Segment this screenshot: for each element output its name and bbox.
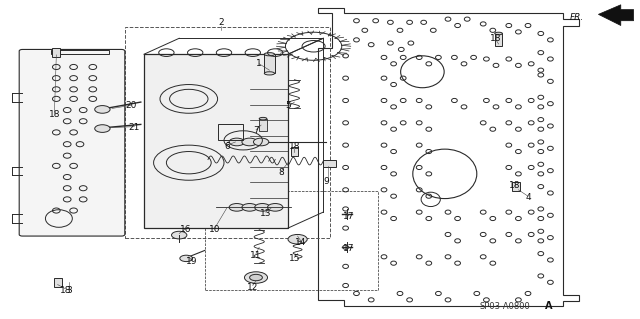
Bar bbox=[205, 191, 378, 290]
Circle shape bbox=[242, 204, 257, 211]
Circle shape bbox=[288, 234, 307, 244]
Circle shape bbox=[172, 231, 187, 239]
Text: A: A bbox=[545, 301, 553, 311]
Text: 1: 1 bbox=[257, 59, 262, 68]
Bar bbox=[291, 147, 298, 156]
Text: 12: 12 bbox=[247, 283, 259, 292]
Bar bbox=[54, 278, 62, 287]
Circle shape bbox=[250, 274, 262, 281]
Text: 18: 18 bbox=[509, 181, 521, 189]
Text: 17: 17 bbox=[343, 244, 355, 253]
Text: 13: 13 bbox=[260, 209, 271, 218]
Text: 18: 18 bbox=[49, 110, 60, 119]
Text: 14: 14 bbox=[295, 238, 307, 247]
Bar bbox=[512, 182, 520, 191]
Text: 6: 6 bbox=[225, 142, 230, 151]
Bar bbox=[51, 50, 109, 54]
Text: 16: 16 bbox=[180, 225, 191, 234]
Text: 19: 19 bbox=[186, 257, 198, 266]
Text: 8: 8 bbox=[279, 168, 284, 177]
Text: 10: 10 bbox=[209, 225, 220, 234]
Text: 17: 17 bbox=[343, 212, 355, 221]
Text: 2: 2 bbox=[218, 18, 223, 27]
Ellipse shape bbox=[264, 53, 275, 56]
Ellipse shape bbox=[259, 117, 267, 120]
Circle shape bbox=[268, 204, 283, 211]
Bar bbox=[218, 124, 243, 140]
Polygon shape bbox=[598, 5, 634, 26]
Circle shape bbox=[253, 138, 269, 146]
Circle shape bbox=[242, 138, 257, 146]
Text: 15: 15 bbox=[289, 254, 300, 263]
Text: 5: 5 bbox=[285, 101, 291, 110]
Text: 21: 21 bbox=[129, 123, 140, 132]
Circle shape bbox=[244, 272, 268, 283]
Text: 20: 20 bbox=[125, 101, 137, 110]
Text: 18: 18 bbox=[289, 142, 300, 151]
Bar bbox=[495, 33, 502, 46]
Circle shape bbox=[180, 255, 193, 262]
Ellipse shape bbox=[495, 32, 502, 35]
Bar bbox=[264, 54, 275, 73]
Text: 11: 11 bbox=[250, 251, 262, 260]
Text: SP03-A0800: SP03-A0800 bbox=[480, 302, 531, 311]
Text: 7: 7 bbox=[253, 126, 259, 135]
Bar bbox=[259, 119, 267, 131]
Text: 18: 18 bbox=[60, 286, 71, 295]
Bar bbox=[144, 54, 288, 228]
FancyBboxPatch shape bbox=[19, 49, 125, 236]
Text: 9: 9 bbox=[324, 177, 329, 186]
Circle shape bbox=[229, 138, 244, 146]
Circle shape bbox=[95, 106, 110, 113]
Ellipse shape bbox=[264, 72, 275, 75]
Bar bbox=[323, 160, 336, 167]
Circle shape bbox=[95, 125, 110, 132]
Text: 3: 3 bbox=[67, 286, 72, 295]
Text: 18: 18 bbox=[490, 34, 502, 43]
Text: 4: 4 bbox=[525, 193, 531, 202]
Bar bbox=[125, 27, 330, 238]
Bar bbox=[52, 48, 60, 57]
Circle shape bbox=[255, 204, 270, 211]
Text: FR.: FR. bbox=[570, 13, 584, 22]
Circle shape bbox=[229, 204, 244, 211]
